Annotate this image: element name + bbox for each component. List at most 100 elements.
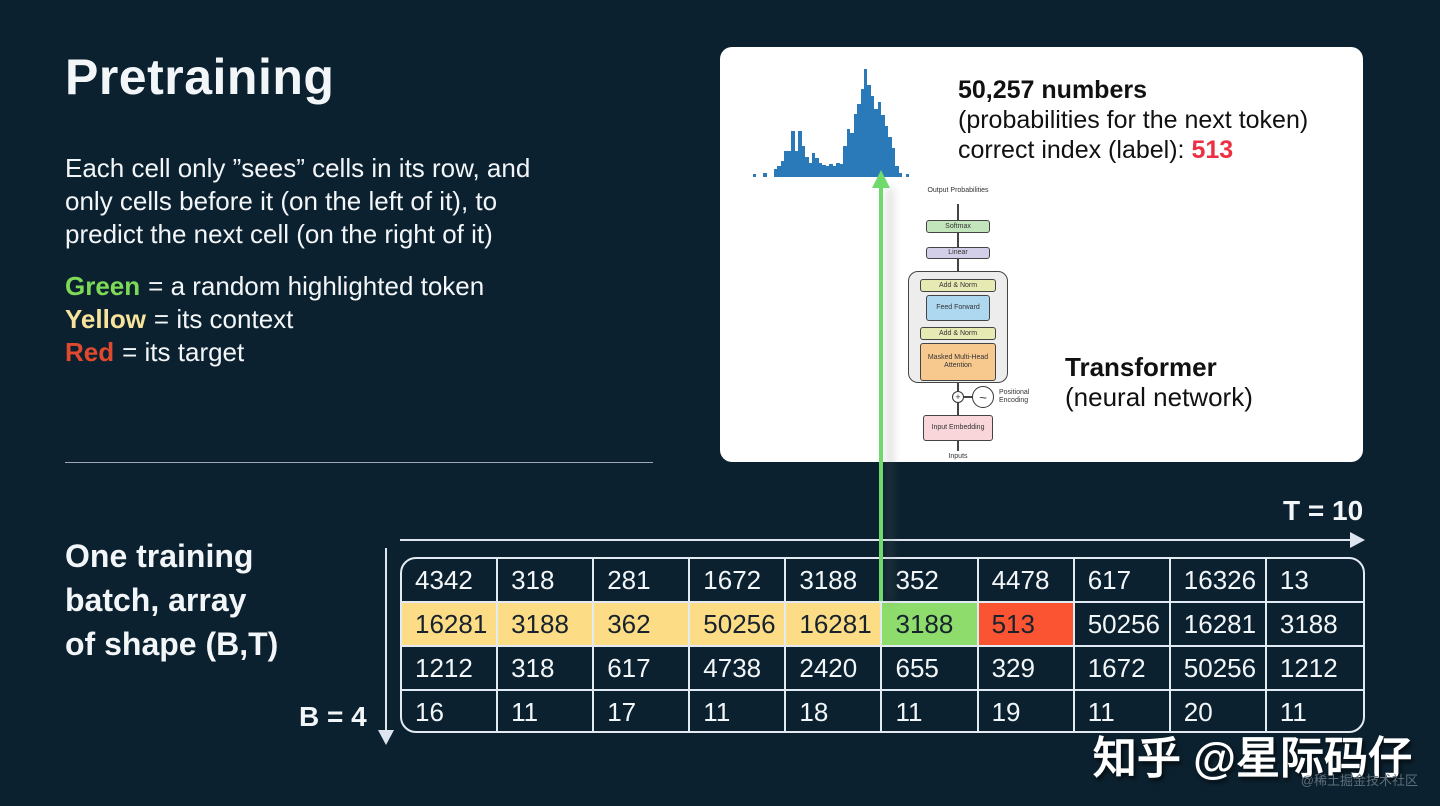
histogram-bar [843, 146, 847, 177]
histogram-bar [860, 89, 864, 177]
token-to-probabilities-arrow [879, 186, 883, 601]
table-cell: 11 [1279, 697, 1307, 727]
correct-index-value: 513 [1191, 136, 1234, 164]
histogram-bar [867, 84, 871, 177]
transformer-caption: Transformer (neural network) [1065, 352, 1253, 412]
histogram-bar [811, 152, 816, 177]
table-cell: 352 [882, 559, 979, 601]
table-cell: 1672 [1075, 647, 1171, 689]
table-row: 4342 318 281 1672 3188 352 4478 617 16326 13 [402, 559, 1363, 603]
histogram-bar [798, 130, 802, 177]
table-cell: 4342 [402, 559, 499, 601]
table-cell: 11 [882, 691, 979, 731]
plus-circle-icon: + [952, 391, 964, 403]
batch-shape-label: One training batch, array of shape (B,T) [65, 534, 278, 666]
histogram-bar [825, 166, 830, 177]
table-cell: 655 [882, 647, 979, 689]
histogram-bar [884, 126, 889, 177]
transformer-title: Transformer [1065, 352, 1217, 382]
table-cell: 11 [498, 691, 595, 731]
add-norm-box-bottom: Add & Norm [920, 327, 996, 340]
histogram-bar [777, 166, 781, 177]
t-axis-arrow [400, 539, 1352, 541]
t-axis-arrowhead-icon [1350, 532, 1365, 548]
table-cell: 1212 [402, 647, 499, 689]
histogram-bar [784, 150, 788, 177]
histogram-bar [895, 166, 899, 177]
batch-label-line-3: of shape (B,T) [65, 626, 279, 662]
histogram-bar [808, 162, 812, 177]
histogram-bar [836, 162, 840, 177]
diagram-connector [957, 259, 959, 279]
masked-multi-head-attention-box: Masked Multi-Head Attention [920, 343, 996, 381]
diagram-connector [957, 383, 959, 391]
histogram-bar [832, 166, 837, 177]
b-axis-arrowhead-icon [378, 730, 394, 745]
intro-text: Each cell only ”sees” cells in its row, … [65, 152, 530, 251]
legend-yellow-row: Yellow = its context [65, 303, 484, 336]
color-legend: Green = a random highlighted token Yellow… [65, 270, 484, 369]
histogram-bar [874, 108, 878, 177]
table-cell: 19 [979, 691, 1075, 731]
histogram-bar [857, 104, 861, 177]
legend-yellow-term: Yellow [65, 304, 146, 334]
histogram-bar [805, 157, 809, 177]
table-row: 1212 318 617 4738 2420 655 329 1672 50256 1212 [402, 647, 1363, 691]
legend-red-row: Red = its target [65, 336, 484, 369]
table-cell: 362 [594, 603, 691, 645]
histogram-bar [753, 173, 757, 177]
transformer-subtitle: (neural network) [1065, 382, 1253, 412]
histogram-bar [773, 169, 778, 177]
legend-red-desc: = its target [122, 337, 245, 367]
histogram-bar [888, 137, 892, 177]
table-cell: 4478 [979, 559, 1075, 601]
positional-encoding-label: Positional Encoding [999, 389, 1030, 404]
card-headline: 50,257 numbers [958, 76, 1147, 104]
histogram-bar [791, 130, 795, 177]
histogram-bar [815, 158, 819, 177]
histogram-bar [780, 160, 785, 177]
diagram-connector [957, 441, 959, 451]
table-cell: 11 [1075, 691, 1171, 731]
histogram-bar [870, 95, 875, 177]
intro-line-3: predict the next cell (on the right of i… [65, 219, 493, 249]
table-row: 16281 3188 362 50256 16281 3188 513 50256 16281 3… [402, 603, 1363, 647]
histogram-bar [794, 150, 799, 177]
histogram-bar [850, 133, 854, 177]
transformer-diagram: Output Probabilities Softmax Linear Add … [868, 187, 1048, 467]
watermark-main: 知乎 @星际码仔 [1092, 734, 1412, 783]
table-cell: 11 [690, 691, 787, 731]
batch-label-line-1: One training [65, 538, 254, 574]
histogram-bar [846, 128, 851, 177]
batch-label-line-2: batch, array [65, 582, 247, 618]
histogram-bar [891, 148, 896, 177]
diagram-connector [964, 396, 972, 398]
histogram-bar [839, 163, 844, 177]
histogram-bar [881, 115, 885, 177]
legend-yellow-desc: = its context [153, 304, 294, 334]
table-cell: 16281 [1171, 603, 1267, 645]
table-cell: 2420 [786, 647, 883, 689]
transformer-card: 50,257 numbers (probabilities for the ne… [720, 47, 1363, 462]
b-dimension-label: B = 4 [299, 701, 367, 732]
table-cell: 50256 [1171, 647, 1267, 689]
watermark-sub: @稀土掘金技术社区 [1300, 773, 1418, 788]
table-cell: 1672 [690, 559, 787, 601]
input-embedding-box: Input Embedding [923, 415, 993, 441]
softmax-box: Softmax [926, 220, 990, 233]
table-cell: 3188 [882, 603, 979, 645]
histogram-bar [829, 163, 833, 177]
table-cell: 329 [979, 647, 1075, 689]
table-cell: 3188 [498, 603, 595, 645]
table-cell: 16281 [402, 603, 499, 645]
table-cell: 16281 [786, 603, 883, 645]
table-cell: 50256 [1075, 603, 1171, 645]
token-arrowhead-icon [872, 170, 890, 188]
table-cell: 16 [402, 691, 499, 731]
table-cell: 13 [1279, 565, 1309, 595]
card-caption: 50,257 numbers (probabilities for the ne… [958, 75, 1308, 165]
histogram-bar [877, 102, 882, 177]
table-cell: 617 [1075, 559, 1171, 601]
section-divider [65, 462, 653, 463]
intro-line-1: Each cell only ”sees” cells in its row, … [65, 153, 531, 183]
